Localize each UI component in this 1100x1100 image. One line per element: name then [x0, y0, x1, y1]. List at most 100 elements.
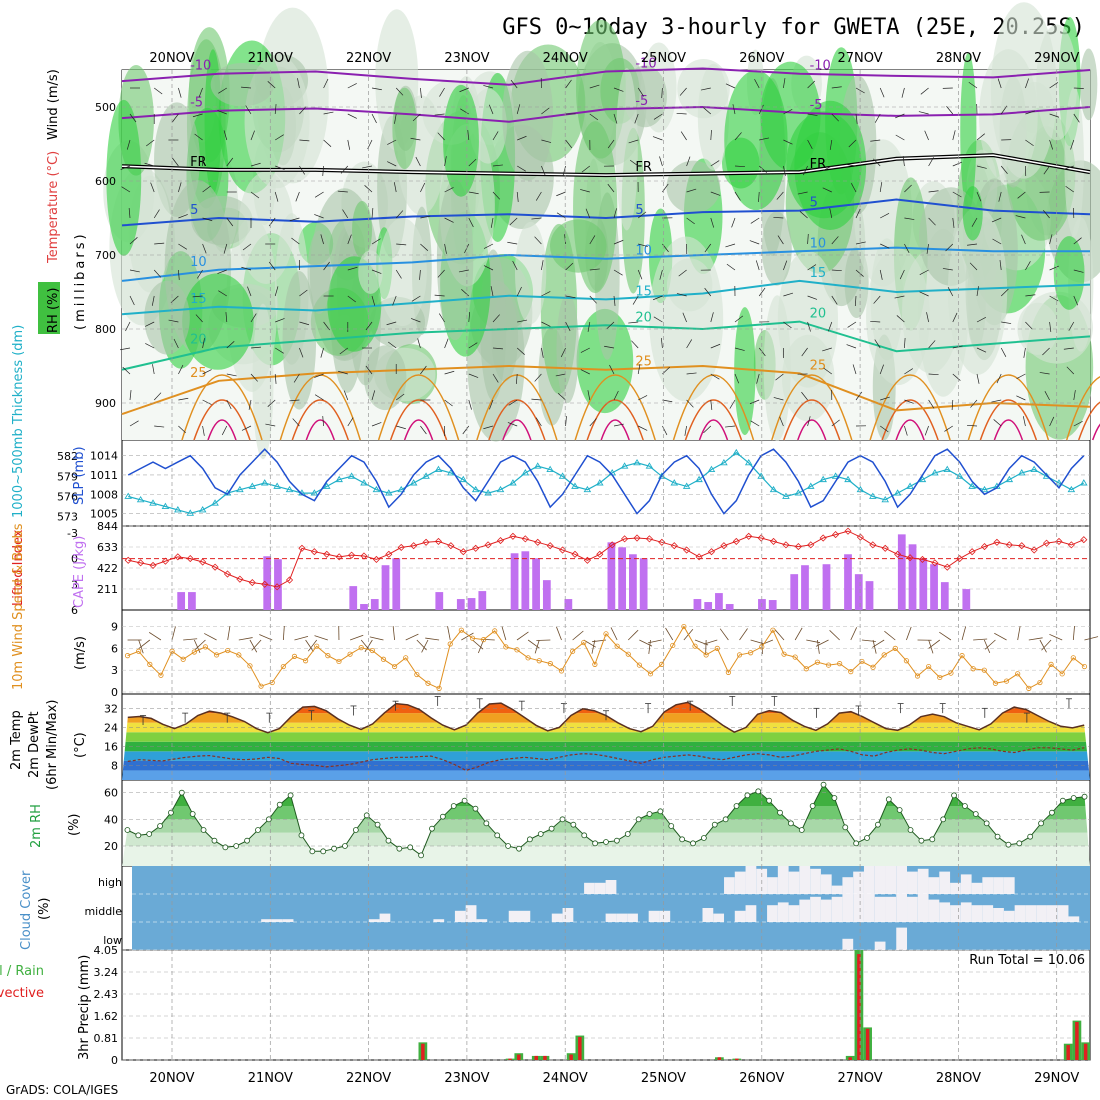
rh-point: [1060, 798, 1065, 803]
wind-speed-point: [125, 653, 129, 657]
cape-bar: [511, 553, 519, 610]
rh-point: [604, 840, 609, 845]
precip-convective-bar: [578, 1037, 581, 1060]
isotherm-label: FR: [190, 155, 207, 170]
rh-point: [147, 832, 152, 837]
rh-point: [299, 833, 304, 838]
cloud-bar-middle: [853, 894, 864, 922]
precip-panel: 00.811.622.433.244.05: [94, 944, 1091, 1067]
rh-point: [538, 832, 543, 837]
cloud-bar-middle: [875, 897, 886, 922]
slp-tick: 1008: [90, 488, 118, 501]
rh-point: [865, 836, 870, 841]
cloud-bar-middle: [929, 900, 940, 922]
rh-shade: [352, 201, 372, 258]
rh-point: [429, 826, 434, 831]
cape-bar: [349, 586, 357, 610]
cape-tick: 633: [97, 541, 118, 554]
rh-point: [516, 846, 521, 851]
rh-point: [821, 782, 826, 787]
precip-tick: 0: [111, 1054, 118, 1067]
rh-point: [419, 853, 424, 858]
rh-point: [234, 844, 239, 849]
cape-bar: [941, 582, 949, 610]
cloud-bar-middle: [606, 914, 617, 922]
cape-bar: [382, 565, 390, 610]
cloud-bar-high: [842, 877, 853, 894]
slp-thickness-panel: 1005 1008 1011 1014 573 576 579 582: [57, 449, 1090, 523]
rh-point: [255, 828, 260, 833]
date-top-label: 29NOV: [1034, 51, 1079, 66]
cloud-bar-low: [896, 928, 907, 950]
rh-point: [408, 845, 413, 850]
cloud-bar-high: [584, 883, 595, 894]
label-temperature: Temperature (°C): [46, 151, 61, 264]
rh-shade: [1054, 236, 1085, 310]
rh-point: [582, 833, 587, 838]
rh-point: [332, 846, 337, 851]
rh-point: [125, 828, 130, 833]
rh-point: [321, 849, 326, 854]
rh-point: [1006, 842, 1011, 847]
rh-shade: [144, 281, 190, 355]
isotherm-35: [1093, 420, 1100, 440]
cape-bar: [790, 574, 798, 610]
cloud-bar-high: [907, 872, 918, 894]
cloud-bar-middle: [972, 905, 983, 922]
cape-bar: [726, 604, 734, 610]
label-rh-unit: (%): [67, 814, 82, 837]
cape-bar: [608, 542, 616, 610]
rh-point: [1082, 794, 1087, 799]
isotherm-label: 5: [635, 203, 643, 218]
wind-barb-10m: [973, 639, 987, 640]
cloud-bar-middle: [789, 905, 800, 922]
rh-point: [647, 812, 652, 817]
cloud-bar-high: [939, 872, 950, 894]
label-cloud-unit: (%): [37, 898, 52, 921]
wind-barb-10m: [1049, 634, 1062, 640]
isotherm-label: 10: [810, 236, 827, 251]
cloud-bar-middle: [885, 897, 896, 922]
thickness-series-line: [128, 453, 1084, 514]
cloud-bar-middle: [552, 914, 563, 922]
cloud-bar-high: [735, 872, 746, 894]
label-2m-dewpt: 2m DewPt: [27, 711, 42, 778]
precip-tick: 2.43: [94, 988, 119, 1001]
rh-point: [745, 793, 750, 798]
rh-point: [1049, 810, 1054, 815]
isotherm-label: -10: [810, 59, 831, 74]
rh-point: [288, 793, 293, 798]
wind-barb-10m: [906, 627, 911, 640]
rh-point: [495, 833, 500, 838]
rh-shade: [358, 250, 383, 294]
cloud-bar-middle: [982, 905, 993, 922]
wind-barb-10m: [666, 628, 673, 640]
rh-point: [636, 817, 641, 822]
rh-shade: [211, 63, 274, 106]
cloud-bar-middle: [799, 900, 810, 922]
isotherm-label: -5: [190, 96, 203, 111]
rh-point: [1071, 796, 1076, 801]
slp-series-line: [128, 449, 1084, 513]
precip-tick: 3.24: [94, 966, 119, 979]
date-bottom-label: 22NOV: [346, 1071, 391, 1086]
precip-run-total: Run Total = 10.06: [969, 953, 1085, 968]
wind-tick: 9: [111, 621, 118, 634]
temp-tick: 16: [104, 741, 118, 754]
precip-convective-bar: [1084, 1044, 1087, 1060]
rh-shade: [364, 345, 407, 410]
cape-bar: [468, 598, 476, 610]
cloud-bar-middle: [832, 897, 843, 922]
rh-point: [614, 838, 619, 843]
pressure-tick: 800: [95, 323, 116, 336]
cape-bar: [715, 593, 723, 610]
cloud-bar-high: [950, 883, 961, 894]
cloud-bar-high: [606, 880, 617, 894]
cloud-bar-middle: [950, 905, 961, 922]
rh-point: [767, 798, 772, 803]
rh-shade: [649, 236, 723, 401]
cloud-bar-high: [982, 877, 993, 894]
wind-speed-point: [1082, 664, 1086, 668]
date-bottom-label: 21NOV: [248, 1071, 293, 1086]
rh-point: [1017, 841, 1022, 846]
